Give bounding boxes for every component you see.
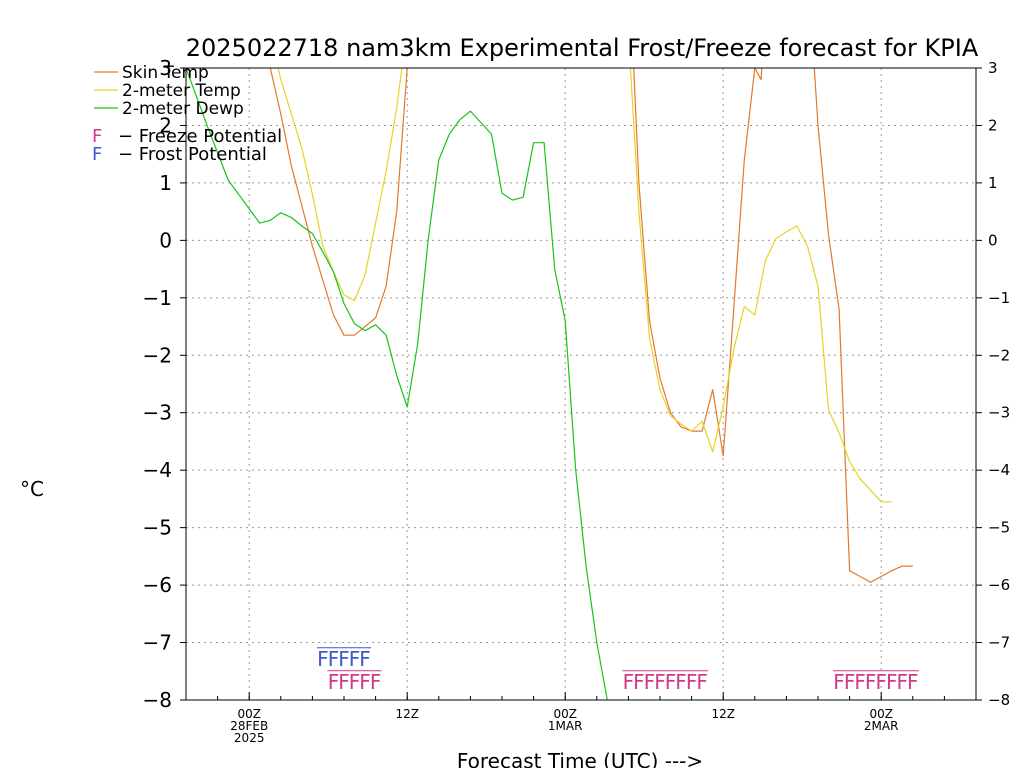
x-tick-label: 12Z xyxy=(711,707,735,721)
legend-freeze-key: F xyxy=(92,126,102,147)
y-tick-label-left: −3 xyxy=(143,401,172,425)
chart-title: 2025022718 nam3km Experimental Frost/Fre… xyxy=(186,34,979,62)
series-lines xyxy=(186,68,913,700)
y-tick-label-right: 2 xyxy=(988,116,998,134)
freeze-potential-mark: F xyxy=(623,670,635,694)
freeze-potential-mark: F xyxy=(696,670,708,694)
freeze-potential-mark: F xyxy=(654,670,666,694)
legend-label: 2-meter Temp xyxy=(122,81,241,101)
freeze-potential-mark: F xyxy=(675,670,687,694)
legend-frost-label: − Frost Potential xyxy=(118,144,267,165)
y-tick-label-right: 1 xyxy=(988,174,998,192)
y-tick-label-right: −6 xyxy=(988,576,1010,594)
y-tick-label-left: −1 xyxy=(143,286,172,310)
freeze-potential-mark: F xyxy=(665,670,677,694)
freeze-potential-mark: F xyxy=(349,670,361,694)
y-axis-right: −8 −7 −6 −5 −4 −3 −2 −1 0 1 2 3 xyxy=(976,59,1010,709)
y-tick-label-right: −5 xyxy=(988,519,1010,537)
x-tick-label: 00Z xyxy=(553,707,577,721)
y-tick-label-right: 0 xyxy=(988,231,998,249)
freeze-potential-mark: F xyxy=(844,670,856,694)
y-tick-label-right: −8 xyxy=(988,691,1010,709)
freeze-potential-mark: F xyxy=(897,670,909,694)
x-tick-label: 00Z xyxy=(237,707,261,721)
y-axis-label: °C xyxy=(20,477,44,501)
y-tick-label-left: −5 xyxy=(143,516,172,540)
y-tick-label-right: 3 xyxy=(988,59,998,77)
frost-potential-mark: F xyxy=(349,647,361,671)
frost-potential-mark: F xyxy=(359,647,371,671)
freeze-potential-mark: F xyxy=(686,670,698,694)
y-tick-label-right: −7 xyxy=(988,634,1010,652)
freeze-potential-mark: F xyxy=(833,670,845,694)
y-tick-label-left: 1 xyxy=(159,171,172,195)
series-line-2-meter-dewp xyxy=(186,68,608,700)
freeze-potential-mark: F xyxy=(338,670,350,694)
freeze-potential-mark: F xyxy=(328,670,340,694)
series-line-2-meter-temp xyxy=(277,68,892,503)
y-tick-label-right: −3 xyxy=(988,404,1010,422)
y-tick-label-left: 3 xyxy=(159,56,172,80)
freeze-potential-mark: F xyxy=(359,670,371,694)
svg-text:°C: °C xyxy=(20,477,44,501)
plot-frame xyxy=(185,67,977,701)
x-tick-label: 1MAR xyxy=(548,719,583,733)
freeze-potential-mark: F xyxy=(633,670,645,694)
legend-frost-key: F xyxy=(92,144,102,165)
x-tick-label: 00Z xyxy=(869,707,893,721)
y-tick-label-left: −7 xyxy=(143,631,172,655)
frost-potential-mark: F xyxy=(317,647,329,671)
y-tick-label-left: 2 xyxy=(159,113,172,137)
y-tick-label-left: 0 xyxy=(159,228,172,252)
x-tick-label: 28FEB xyxy=(230,719,268,733)
frost-potential-mark: F xyxy=(338,647,350,671)
x-axis-label: Forecast Time (UTC) ---> xyxy=(457,749,703,768)
y-tick-label-right: −4 xyxy=(988,461,1010,479)
freeze-potential-mark: F xyxy=(644,670,656,694)
freeze-potential-mark: F xyxy=(886,670,898,694)
legend-freeze-label: − Freeze Potential xyxy=(118,126,282,147)
y-tick-label-left: −4 xyxy=(143,458,172,482)
y-tick-label-left: −6 xyxy=(143,573,172,597)
x-tick-label: 12Z xyxy=(395,707,419,721)
y-tick-label-left: −2 xyxy=(143,343,172,367)
series-line-skin-temp xyxy=(269,68,913,583)
grid-lines xyxy=(186,67,976,701)
x-tick-label: 2MAR xyxy=(864,719,899,733)
legend-label: Skin Temp xyxy=(122,63,209,83)
y-tick-label-right: −1 xyxy=(988,289,1010,307)
freeze-potential-mark: F xyxy=(865,670,877,694)
x-tick-label: 2025 xyxy=(234,731,265,745)
y-tick-label-left: −8 xyxy=(143,688,172,712)
y-axis-left: −8 −7 −6 −5 −4 −3 −2 −1 0 1 2 3 xyxy=(143,56,186,712)
frost-potential-mark: F xyxy=(328,647,340,671)
legend-label: 2-meter Dewp xyxy=(122,99,244,119)
y-tick-label-right: −2 xyxy=(988,346,1010,364)
freeze-potential-mark: F xyxy=(370,670,382,694)
freeze-potential-mark: F xyxy=(907,670,919,694)
freeze-potential-mark: F xyxy=(854,670,866,694)
freeze-potential-mark: F xyxy=(875,670,887,694)
potential-markers: F F F F FF F F F F F F F F F F F F F F F F F F F F xyxy=(316,647,919,694)
